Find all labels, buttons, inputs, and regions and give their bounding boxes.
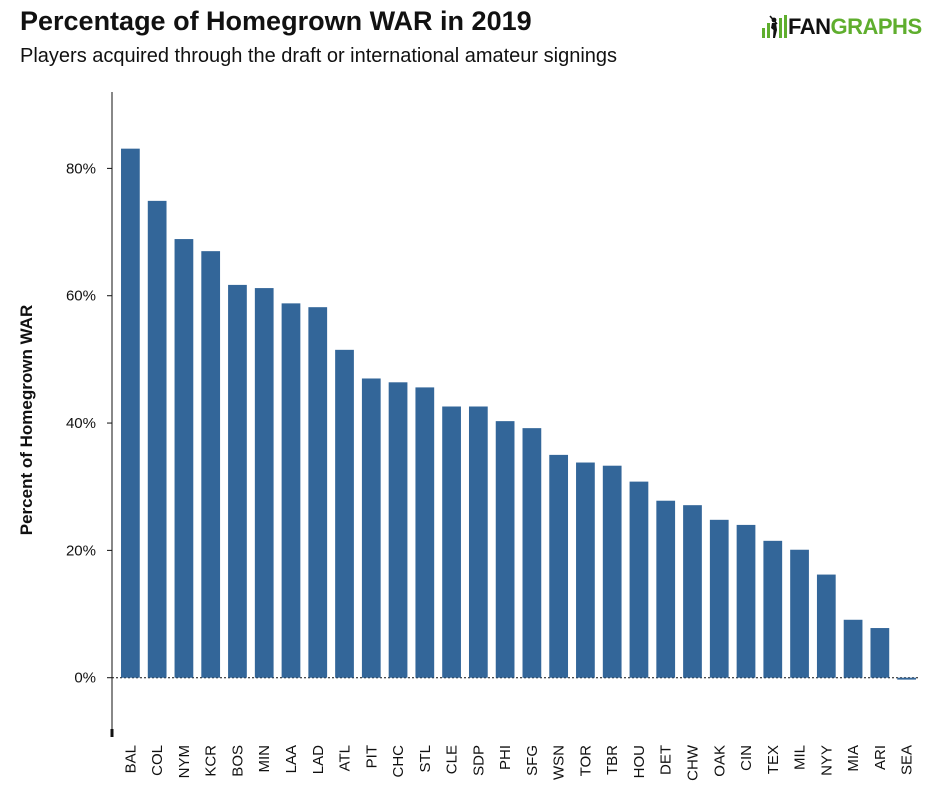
x-tick-label: COL (149, 745, 166, 776)
x-tick-label: TBR (604, 745, 621, 775)
x-tick-label: SEA (899, 745, 916, 775)
chart-title: Percentage of Homegrown WAR in 2019 (20, 6, 532, 36)
y-tick-label: 20% (66, 542, 96, 559)
y-tick-label: 40% (66, 415, 96, 432)
x-tick-label: LAD (310, 745, 327, 774)
bar-phi (495, 421, 515, 678)
y-axis-label: Percent of Homegrown WAR (17, 305, 36, 535)
bar-wsn (549, 454, 569, 678)
x-tick-label: SFG (524, 745, 541, 776)
logo-text-graphs: GRAPHS (830, 14, 923, 39)
x-tick-label: DET (658, 745, 675, 775)
bar-sfg (522, 428, 542, 678)
y-tick-label: 60% (66, 288, 96, 305)
chart-subtitle: Players acquired through the draft or in… (20, 45, 618, 67)
bar-det (656, 500, 676, 678)
logo-text-fan: FAN (788, 14, 831, 39)
bar-stl (415, 387, 435, 678)
x-tick-label: ARI (872, 745, 889, 770)
bar-bos (228, 284, 247, 678)
bar-tor (576, 462, 595, 678)
bar-nyy (816, 574, 836, 678)
bar-mil (790, 549, 809, 678)
x-tick-label: TEX (765, 745, 782, 774)
bar-tbr (602, 465, 622, 678)
x-tick-label: NYY (818, 745, 835, 776)
x-tick-label: PHI (497, 745, 514, 770)
y-tick-label: 0% (74, 670, 96, 687)
bar-oak (709, 519, 729, 678)
bar-mia (843, 619, 863, 678)
x-tick-label: CHC (390, 745, 407, 778)
bar-kcr (201, 251, 221, 678)
x-tick-label: SDP (470, 745, 487, 776)
x-tick-label: STL (417, 745, 434, 773)
x-tick-label: CHW (684, 744, 701, 781)
bar-atl (335, 349, 354, 678)
bar-min (254, 288, 274, 678)
bar-chw (683, 505, 702, 678)
x-tick-label: KCR (203, 745, 220, 777)
x-tick-label: ATL (337, 745, 354, 771)
bar-cle (442, 406, 461, 678)
x-tick-label: HOU (631, 745, 648, 778)
batter-icon (762, 15, 787, 38)
bar-sea (897, 677, 916, 680)
bar-bal (121, 148, 140, 678)
bar-cin (736, 524, 756, 678)
x-tick-label: CLE (444, 745, 461, 774)
x-tick-label: LAA (283, 745, 300, 773)
x-tick-label: WSN (551, 745, 568, 780)
bar-col (147, 200, 167, 678)
x-tick-label: MIN (256, 745, 273, 773)
bar-ari (870, 628, 890, 678)
x-tick-label: MIL (792, 745, 809, 770)
x-tick-label: BOS (229, 745, 246, 777)
bar-sdp (468, 406, 488, 678)
bar-lad (308, 307, 328, 678)
bar-laa (281, 303, 301, 678)
x-tick-label: OAK (711, 745, 728, 777)
bar-hou (629, 481, 649, 678)
bar-nym (174, 239, 194, 678)
x-tick-label: TOR (577, 745, 594, 777)
bar-pit (361, 378, 381, 678)
x-tick-label: NYM (176, 745, 193, 778)
y-tick-label: 80% (66, 160, 96, 177)
bar-chc (388, 382, 408, 678)
fangraphs-logo: FANGRAPHS (760, 14, 922, 40)
x-tick-label: BAL (122, 745, 139, 773)
bar-tex (763, 540, 783, 678)
x-tick-label: MIA (845, 745, 862, 772)
x-tick-label: CIN (738, 745, 755, 771)
x-tick-label: PIT (363, 745, 380, 768)
